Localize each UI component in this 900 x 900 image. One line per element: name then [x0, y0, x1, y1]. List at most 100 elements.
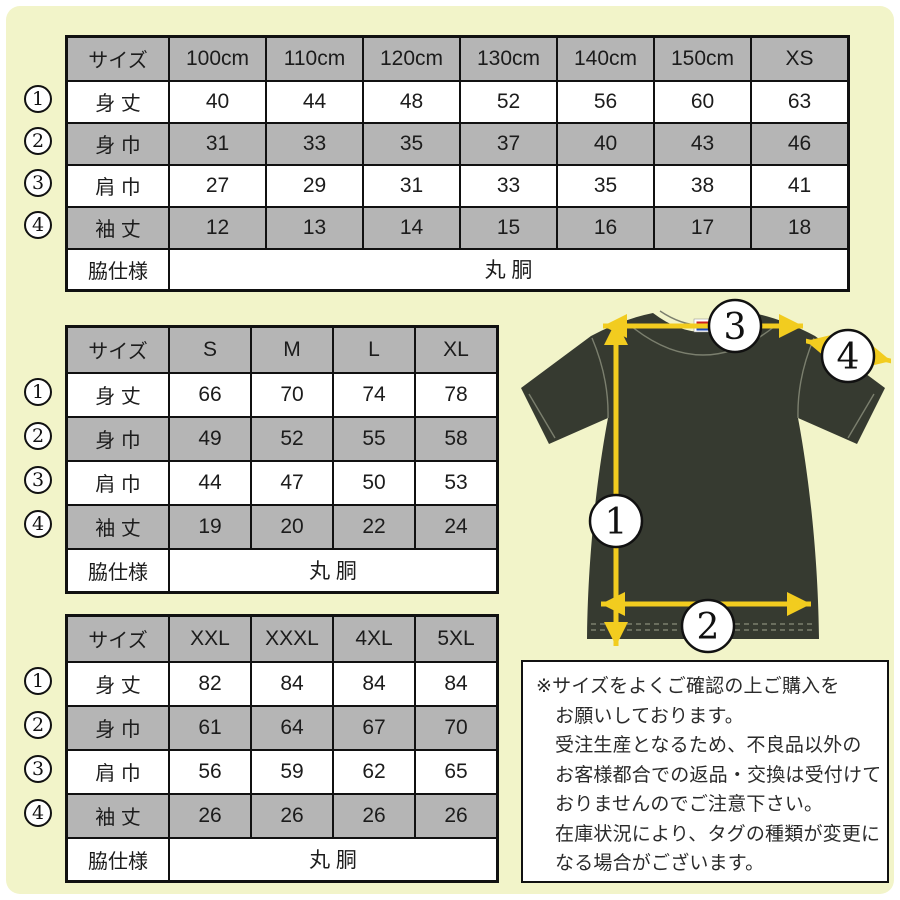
size-column-header: 4XL [332, 614, 416, 663]
note-line: 在庫状況により、タグの種類が変更に [555, 823, 881, 845]
measure-row-label: 身 巾 [65, 121, 170, 166]
row-number-badge: 2 [24, 127, 52, 155]
size-table-section-xxl-5xl: 1 2 3 4 サイズ XXL XXXL 4XL 5XL 身 丈 82 84 84 84 身 巾 61 64 67… [20, 614, 499, 883]
note-line: ※サイズをよくご確認の上ご購入を [536, 676, 840, 697]
measure-value-cell: 26 [414, 792, 499, 839]
measure-value-cell: 17 [653, 205, 752, 250]
measure-value-cell: 64 [250, 704, 334, 751]
note-line: おりませんのでご注意下さい。 [555, 794, 824, 815]
measure-value-cell: 40 [168, 79, 267, 124]
measure-value-cell: 48 [362, 79, 461, 124]
measure-value-cell: 66 [168, 371, 252, 418]
measure-row-label: 肩 巾 [65, 748, 170, 795]
measure-row-label: 身 巾 [65, 415, 170, 462]
size-column-header: S [168, 325, 252, 374]
row-number-badge: 1 [24, 85, 52, 113]
size-header-label: サイズ [65, 35, 170, 82]
measure-value-cell: 53 [414, 459, 499, 506]
badge-1: 1 [605, 502, 628, 543]
row-number-badge: 1 [24, 378, 52, 406]
size-column-header: 5XL [414, 614, 499, 663]
diagram-number-badges: 1 2 3 4 [588, 298, 876, 654]
size-header-label: サイズ [65, 614, 170, 663]
size-table-section-s-xl: 1 2 3 4 サイズ S M L XL 身 丈 66 70 74 78 身 巾 49 52 55 58 肩 巾 44 4… [20, 325, 499, 594]
size-table-xxl-5xl: サイズ XXL XXXL 4XL 5XL 身 丈 82 84 84 84 身 巾 61 64 67 70 肩 … [65, 614, 499, 883]
side-spec-label: 脇仕様 [65, 547, 170, 594]
measure-value-cell: 31 [168, 121, 267, 166]
measure-value-cell: 84 [414, 660, 499, 707]
size-column-header: XXL [168, 614, 252, 663]
measure-value-cell: 35 [362, 121, 461, 166]
measure-value-cell: 35 [556, 163, 655, 208]
measure-value-cell: 33 [459, 163, 558, 208]
row-number-badge: 4 [24, 211, 52, 239]
row-number-badge: 4 [24, 510, 52, 538]
measure-value-cell: 12 [168, 205, 267, 250]
measure-value-cell: 61 [168, 704, 252, 751]
measure-value-cell: 84 [250, 660, 334, 707]
measure-value-cell: 41 [750, 163, 850, 208]
measure-value-cell: 37 [459, 121, 558, 166]
measure-value-cell: 27 [168, 163, 267, 208]
measure-value-cell: 29 [265, 163, 364, 208]
size-column-header: XL [414, 325, 499, 374]
measure-value-cell: 50 [332, 459, 416, 506]
measure-row-label: 身 丈 [65, 660, 170, 707]
measure-row-label: 肩 巾 [65, 459, 170, 506]
measure-value-cell: 44 [265, 79, 364, 124]
measure-value-cell: 47 [250, 459, 334, 506]
size-column-header: L [332, 325, 416, 374]
row-number-badge: 3 [24, 466, 52, 494]
measure-value-cell: 65 [414, 748, 499, 795]
measure-value-cell: 18 [750, 205, 850, 250]
measure-row-label: 袖 丈 [65, 503, 170, 550]
measure-value-cell: 70 [414, 704, 499, 751]
measure-value-cell: 14 [362, 205, 461, 250]
measure-value-cell: 19 [168, 503, 252, 550]
measure-row-label: 身 丈 [65, 79, 170, 124]
size-column-header: XXXL [250, 614, 334, 663]
size-column-header: 150cm [653, 35, 752, 82]
size-column-header: 110cm [265, 35, 364, 82]
measure-value-cell: 74 [332, 371, 416, 418]
measure-value-cell: 52 [250, 415, 334, 462]
measure-row-label: 肩 巾 [65, 163, 170, 208]
measure-value-cell: 31 [362, 163, 461, 208]
measure-value-cell: 67 [332, 704, 416, 751]
size-column-header: 130cm [459, 35, 558, 82]
size-column-header: 140cm [556, 35, 655, 82]
tshirt-body [521, 313, 885, 639]
row-number-badge: 1 [24, 667, 52, 695]
measure-row-label: 身 丈 [65, 371, 170, 418]
size-column-header: XS [750, 35, 850, 82]
badge-4: 4 [837, 337, 860, 378]
size-header-label: サイズ [65, 325, 170, 374]
measure-value-cell: 43 [653, 121, 752, 166]
measure-value-cell: 22 [332, 503, 416, 550]
measure-value-cell: 56 [168, 748, 252, 795]
row-number-badge: 4 [24, 799, 52, 827]
note-line: お願いしております。 [555, 705, 744, 727]
size-column-header: M [250, 325, 334, 374]
measure-value-cell: 38 [653, 163, 752, 208]
measure-value-cell: 70 [250, 371, 334, 418]
badge-3: 3 [724, 307, 747, 348]
measure-row-label: 袖 丈 [65, 205, 170, 250]
measure-value-cell: 40 [556, 121, 655, 166]
row-number-badge: 2 [24, 422, 52, 450]
measure-value-cell: 26 [332, 792, 416, 839]
measure-value-cell: 58 [414, 415, 499, 462]
size-table-s-xl: サイズ S M L XL 身 丈 66 70 74 78 身 巾 49 52 55 58 肩 巾 44 47 50 5… [65, 325, 499, 594]
measure-value-cell: 49 [168, 415, 252, 462]
measure-value-cell: 52 [459, 79, 558, 124]
measure-value-cell: 20 [250, 503, 334, 550]
measure-row-label: 袖 丈 [65, 792, 170, 839]
size-table-section-kids: 1 2 3 4 サイズ 100cm 110cm 120cm 130cm 140cm 150cm XS 身… [20, 35, 850, 292]
measure-value-cell: 26 [250, 792, 334, 839]
measure-value-cell: 82 [168, 660, 252, 707]
measure-value-cell: 15 [459, 205, 558, 250]
measure-value-cell: 13 [265, 205, 364, 250]
size-column-header: 100cm [168, 35, 267, 82]
measure-row-label: 身 巾 [65, 704, 170, 751]
note-line: 受注生産となるため、不良品以外の [555, 735, 862, 756]
